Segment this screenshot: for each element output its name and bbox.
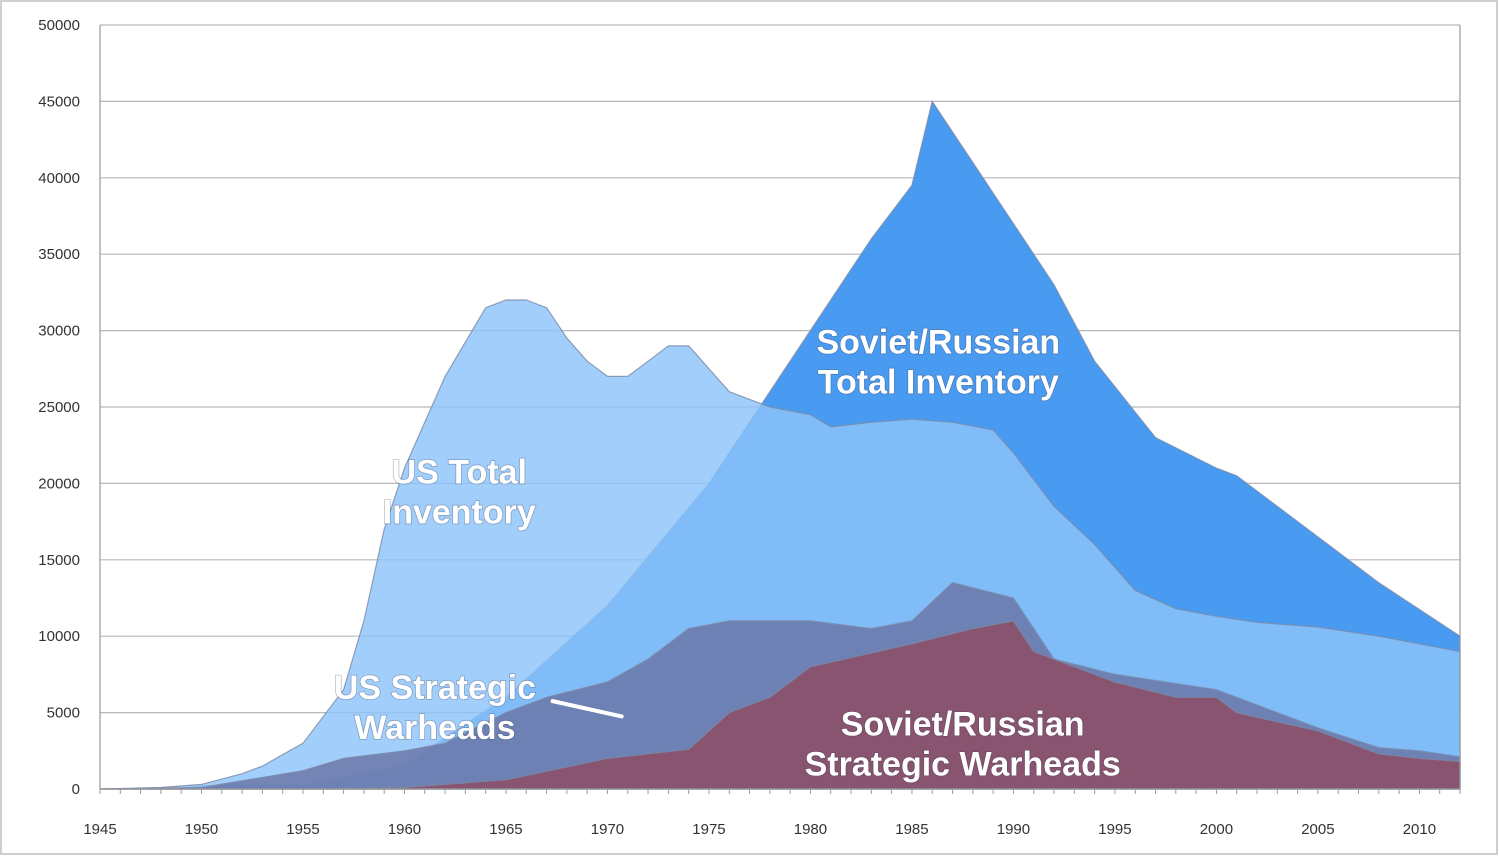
x-tick-label: 1980 — [794, 821, 827, 838]
x-tick-label: 1975 — [692, 821, 725, 838]
y-tick-label: 35000 — [38, 246, 80, 263]
y-tick-label: 25000 — [38, 399, 80, 416]
y-tick-label: 45000 — [38, 93, 80, 110]
x-tick-label: 2010 — [1403, 821, 1436, 838]
y-tick-label: 20000 — [38, 475, 80, 492]
series-label-line: Total Inventory — [818, 364, 1059, 402]
us-strategic-leader-line — [550, 699, 624, 719]
series-label-line: Inventory — [383, 493, 536, 531]
series-label-line: Soviet/Russian — [816, 324, 1060, 362]
y-tick-label: 15000 — [38, 552, 80, 569]
series-label-soviet-russian-strategic-warheads: Soviet/Russian Strategic Warheads — [805, 706, 1121, 784]
axes: 0 5000 10000 15000 20000 25000 30000 35000 40000… — [38, 17, 1461, 838]
area-soviet-russian-strategic-warheads — [100, 620, 1461, 790]
x-tick-label: 2000 — [1200, 821, 1233, 838]
y-tick-label: 10000 — [38, 628, 80, 645]
x-tick-label: 1990 — [997, 821, 1030, 838]
x-tick-label: 1945 — [83, 821, 116, 838]
series-label-line: US Strategic — [334, 669, 536, 707]
y-tick-label: 40000 — [38, 170, 80, 187]
x-tick-label: 1955 — [286, 821, 319, 838]
x-tick-label: 1960 — [388, 821, 421, 838]
series-label-us-strategic-warheads: US Strategic Warheads — [334, 669, 536, 747]
x-tick-label: 1995 — [1098, 821, 1131, 838]
y-tick-label: 0 — [72, 781, 80, 798]
y-tick-label: 50000 — [38, 17, 80, 34]
x-tick-label: 1965 — [489, 821, 522, 838]
series-label-line: Soviet/Russian — [841, 706, 1085, 744]
series-label-line: US Total — [392, 453, 527, 491]
x-tick-label: 2005 — [1301, 821, 1334, 838]
series-label-us-total-inventory: US Total Inventory — [383, 453, 536, 531]
y-tick-label: 30000 — [38, 323, 80, 340]
series-areas — [99, 99, 1461, 790]
x-tick-label: 1950 — [185, 821, 218, 838]
area-us-total-inventory — [99, 299, 1461, 790]
y-tick-label: 5000 — [47, 705, 80, 722]
series-label-line: Strategic Warheads — [805, 746, 1121, 784]
series-label-line: Warheads — [354, 709, 515, 747]
x-tick-label: 1985 — [895, 821, 928, 838]
x-tick-label: 1970 — [591, 821, 624, 838]
series-label-soviet-russian-total-inventory: Soviet/Russian Total Inventory — [816, 324, 1060, 402]
